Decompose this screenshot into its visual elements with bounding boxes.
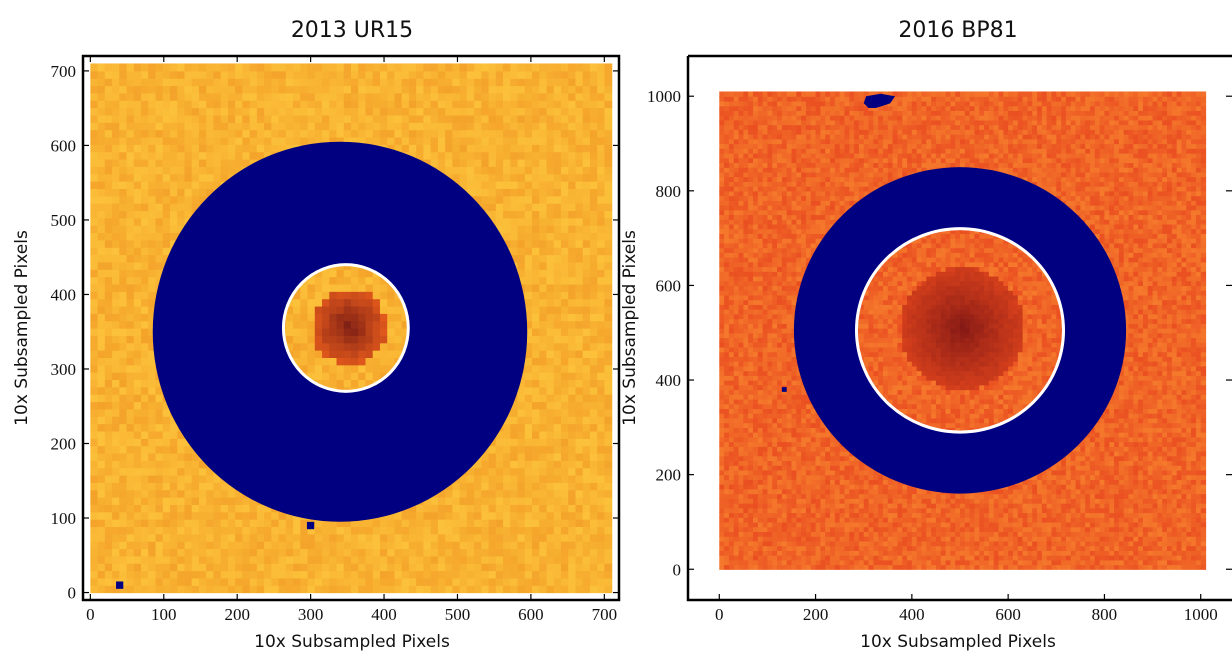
panel-2016-bp81: 2016 BP81 0 200 400 600 800 1000 0 200 400 600 80… — [620, 18, 1232, 652]
x-tick-label: 800 — [1092, 605, 1118, 624]
y-tick-label: 200 — [656, 466, 682, 485]
mask-annulus — [793, 167, 1127, 494]
masked-pixel — [781, 387, 787, 392]
chart-title: 2013 UR15 — [291, 18, 413, 43]
y-axis-ticks: 0 200 400 600 800 1000 — [647, 87, 1232, 579]
y-tick-label: 800 — [656, 182, 682, 201]
x-tick-label: 500 — [445, 605, 471, 624]
y-axis-label: 10x Subsampled Pixels — [620, 230, 640, 426]
y-tick-label: 300 — [51, 360, 77, 379]
x-axis-ticks: 0 200 400 600 800 1000 — [715, 594, 1218, 624]
y-tick-label: 400 — [656, 371, 682, 390]
y-tick-label: 1000 — [647, 87, 681, 106]
masked-blob — [863, 93, 895, 108]
aperture-ring — [281, 263, 410, 393]
plot-frame — [81, 54, 621, 602]
x-tick-label: 400 — [899, 605, 925, 624]
chart-title: 2016 BP81 — [898, 18, 1017, 43]
x-tick-label: 300 — [298, 605, 324, 624]
masked-pixel — [306, 521, 315, 530]
y-tick-label: 700 — [51, 62, 77, 81]
x-axis-ticks: 0 100 200 300 400 500 600 700 — [86, 56, 617, 624]
x-tick-label: 0 — [715, 605, 724, 624]
image-area — [90, 63, 613, 594]
x-tick-label: 700 — [592, 605, 618, 624]
y-axis-label: 10x Subsampled Pixels — [12, 230, 32, 426]
x-tick-label: 100 — [151, 605, 177, 624]
x-axis-label: 10x Subsampled Pixels — [860, 632, 1056, 652]
x-tick-label: 200 — [803, 605, 829, 624]
mask-annulus — [152, 141, 528, 522]
panel-2013-ur15: 2013 UR15 0 100 200 300 400 500 600 700 0 100 200… — [12, 18, 621, 652]
masked-pixel — [116, 581, 124, 589]
x-tick-label: 600 — [995, 605, 1021, 624]
plot-frame — [686, 54, 1232, 602]
y-tick-label: 600 — [656, 276, 682, 295]
y-tick-label: 600 — [51, 136, 77, 155]
y-tick-label: 400 — [51, 285, 77, 304]
y-tick-label: 200 — [51, 435, 77, 454]
image-area — [719, 91, 1207, 570]
y-tick-label: 0 — [68, 584, 77, 603]
y-axis-ticks: 0 100 200 300 400 500 600 700 — [51, 62, 619, 603]
y-tick-label: 0 — [673, 560, 682, 579]
x-tick-label: 0 — [86, 605, 95, 624]
pixel-grid — [719, 91, 1207, 570]
y-tick-label: 500 — [51, 211, 77, 230]
x-axis-label: 10x Subsampled Pixels — [254, 632, 450, 652]
x-tick-label: 400 — [371, 605, 397, 624]
aperture-ring — [854, 227, 1066, 434]
x-tick-label: 200 — [224, 605, 250, 624]
x-tick-label: 600 — [518, 605, 544, 624]
y-tick-label: 100 — [51, 509, 77, 528]
x-tick-label: 1000 — [1184, 605, 1218, 624]
